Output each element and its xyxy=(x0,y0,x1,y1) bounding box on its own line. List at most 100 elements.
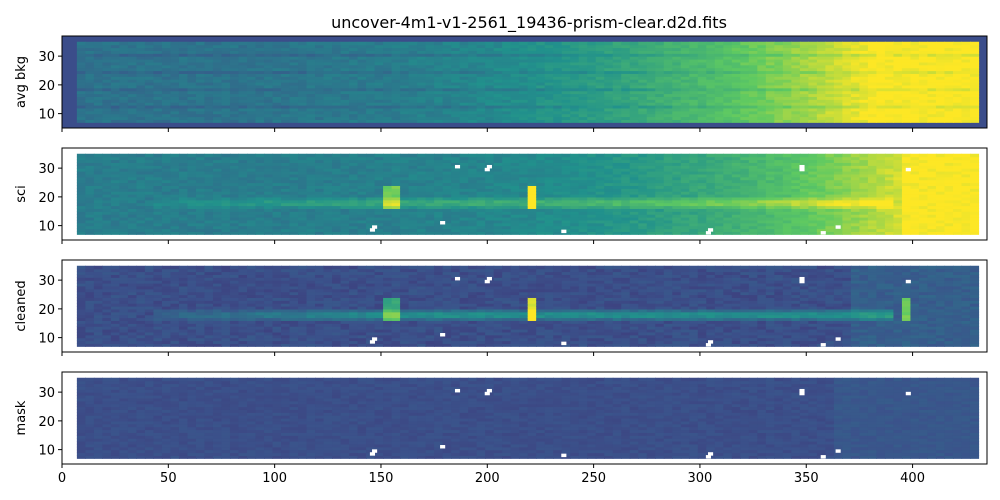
pixel-cell xyxy=(366,188,376,192)
pixel-cell xyxy=(570,87,580,92)
pixel-cell xyxy=(212,173,223,178)
pixel-cell xyxy=(740,70,750,74)
pixel-cell xyxy=(629,168,639,172)
pixel-cell xyxy=(952,47,963,51)
pixel-cell xyxy=(655,76,665,80)
pixel-cell xyxy=(93,225,104,230)
pixel-cell xyxy=(349,116,359,120)
pixel-cell xyxy=(229,222,240,227)
pixel-cell xyxy=(204,93,214,97)
pixel-cell xyxy=(544,214,554,218)
pixel-cell xyxy=(459,188,469,192)
pixel-cell xyxy=(425,41,435,46)
pixel-cell xyxy=(553,87,563,92)
pixel-cell xyxy=(587,217,597,221)
pixel-cell xyxy=(374,194,384,198)
pixel-cell xyxy=(340,182,350,186)
pixel-cell xyxy=(816,110,826,115)
pixel-cell xyxy=(519,116,529,120)
pixel-cell xyxy=(76,59,86,63)
pixel-cell xyxy=(442,61,452,66)
pixel-cell xyxy=(493,50,503,54)
pixel-cell xyxy=(170,188,180,192)
pixel-cell xyxy=(935,116,946,120)
pixel-cell xyxy=(808,44,818,49)
pixel-cell xyxy=(425,90,435,95)
pixel-cell xyxy=(238,159,248,163)
pixel-cell xyxy=(672,231,682,235)
pixel-cell xyxy=(93,168,104,172)
pixel-cell xyxy=(400,44,410,49)
pixel-cell xyxy=(876,61,886,66)
pixel-cell xyxy=(332,102,342,106)
pixel-cell xyxy=(553,202,563,207)
pixel-cell xyxy=(425,182,435,186)
pixel-cell xyxy=(161,50,172,54)
pixel-cell xyxy=(374,84,384,89)
pixel-cell xyxy=(229,96,240,100)
pixel-cell xyxy=(476,188,486,192)
pixel-cell xyxy=(799,119,809,123)
pixel-cell xyxy=(680,199,690,204)
pixel-cell xyxy=(281,205,291,209)
pixel-cell xyxy=(672,168,682,172)
pixel-cell xyxy=(374,53,384,57)
pixel-cell xyxy=(306,61,316,66)
pixel-cell xyxy=(417,59,427,63)
pixel-cell xyxy=(791,113,801,118)
pixel-cell xyxy=(604,96,614,100)
pixel-cell xyxy=(621,76,631,80)
pixel-cell xyxy=(910,90,920,95)
pixel-cell xyxy=(646,105,656,109)
pixel-cell xyxy=(425,208,435,212)
pixel-cell xyxy=(85,196,95,201)
pixel-cell xyxy=(935,93,946,97)
pixel-cell xyxy=(927,105,937,109)
pixel-cell xyxy=(774,84,784,89)
pixel-cell xyxy=(366,87,376,92)
pixel-cell xyxy=(272,79,282,83)
pixel-cell xyxy=(638,162,648,166)
pixel-cell xyxy=(221,102,231,106)
pixel-cell xyxy=(408,162,418,166)
pixel-cell xyxy=(493,107,503,112)
pixel-cell xyxy=(289,168,299,172)
pixel-cell xyxy=(816,44,826,49)
pixel-cell xyxy=(901,79,912,83)
pixel-cell xyxy=(238,79,248,83)
pixel-cell xyxy=(161,59,172,63)
pixel-cell xyxy=(408,96,418,100)
pixel-cell xyxy=(646,102,656,106)
pixel-cell xyxy=(451,171,461,175)
pixel-cell xyxy=(153,211,163,215)
pixel-cell xyxy=(281,179,291,184)
pixel-cell xyxy=(536,225,546,230)
pixel-cell xyxy=(204,61,214,66)
pixel-cell xyxy=(408,110,418,115)
pixel-cell xyxy=(434,208,444,212)
pixel-cell xyxy=(391,179,401,184)
pixel-cell xyxy=(349,76,359,80)
pixel-cell xyxy=(170,53,180,57)
pixel-cell xyxy=(340,64,350,69)
pixel-cell xyxy=(697,44,707,49)
pixel-cell xyxy=(170,156,180,161)
pixel-cell xyxy=(187,176,197,181)
pixel-cell xyxy=(85,165,95,169)
pixel-cell xyxy=(281,168,291,172)
pixel-cell xyxy=(544,205,554,209)
pixel-cell xyxy=(229,113,240,118)
pixel-cell xyxy=(93,156,104,161)
pixel-cell xyxy=(944,47,954,51)
pixel-cell xyxy=(195,99,206,103)
pixel-cell xyxy=(791,67,801,72)
pixel-cell xyxy=(272,107,282,112)
pixel-cell xyxy=(76,53,86,57)
pixel-cell xyxy=(221,59,231,63)
pixel-cell xyxy=(374,211,384,215)
pixel-cell xyxy=(383,113,393,118)
pixel-cell xyxy=(969,84,980,89)
pixel-cell xyxy=(187,205,197,209)
pixel-cell xyxy=(867,113,878,118)
pixel-cell xyxy=(119,82,129,86)
